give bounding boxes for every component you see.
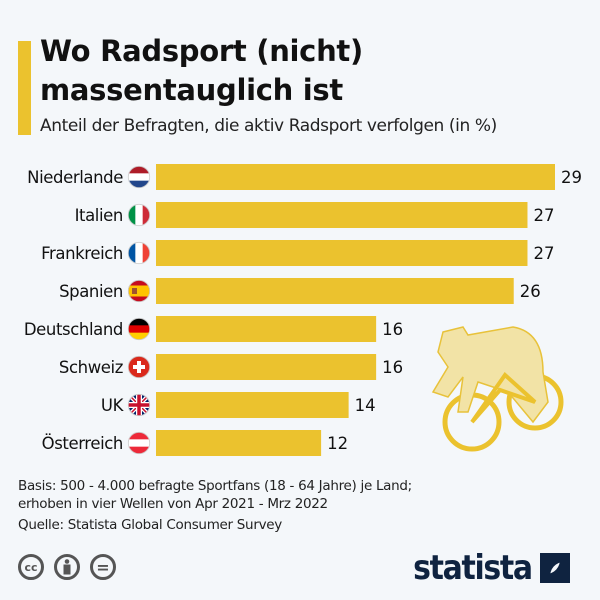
bar <box>156 354 377 380</box>
bar-row: Spanien 26 <box>59 278 541 304</box>
no-derivatives-icon[interactable]: = <box>90 554 116 580</box>
category-label: Spanien <box>59 282 123 301</box>
category-label: Schweiz <box>59 358 123 377</box>
flag-italy-icon <box>127 203 151 227</box>
bar-row: Frankreich 27 <box>41 240 554 266</box>
category-label: UK <box>101 396 125 415</box>
bar-row: Österreich 12 <box>42 430 348 456</box>
page-title: Wo Radsport (nicht) massentauglich ist <box>40 34 363 107</box>
category-label: Italien <box>75 206 123 225</box>
footnote-period: erhoben in vier Wellen von Apr 2021 - Mr… <box>18 496 328 512</box>
flag-france-icon <box>127 241 151 265</box>
category-label: Deutschland <box>24 320 123 339</box>
flag-germany-icon <box>127 317 151 341</box>
bar-chart: Niederlande 29 Italien 27 Frankreich 27 Spanie… <box>24 164 582 456</box>
flag-netherlands-icon <box>127 165 151 189</box>
subtitle: Anteil der Befragten, die aktiv Radsport… <box>40 116 497 136</box>
value-label: 14 <box>355 396 376 415</box>
bar <box>156 392 349 418</box>
value-label: 26 <box>520 282 541 301</box>
cyclist-illustration <box>431 326 564 452</box>
source-note: Quelle: Statista Global Consumer Survey <box>18 517 282 533</box>
bar-row: Schweiz 16 <box>59 354 403 380</box>
statista-logo[interactable]: statista <box>397 548 570 588</box>
flag-switzerland-icon <box>127 355 151 379</box>
bar <box>156 202 528 228</box>
bar <box>156 278 514 304</box>
value-label: 29 <box>561 168 582 187</box>
bar-row: Italien 27 <box>75 202 554 228</box>
flag-austria-icon <box>127 431 151 455</box>
value-label: 16 <box>382 320 403 339</box>
bar <box>156 316 377 342</box>
flag-spain-icon <box>127 279 151 303</box>
value-label: 27 <box>533 206 554 225</box>
value-label: 27 <box>533 244 554 263</box>
statista-logo-mark-icon <box>540 553 570 583</box>
category-label: Frankreich <box>41 244 123 263</box>
category-label: Österreich <box>42 434 123 453</box>
bar <box>156 240 528 266</box>
footnote-basis: Basis: 500 - 4.000 befragte Sportfans (1… <box>18 478 412 494</box>
value-label: 12 <box>327 434 348 453</box>
cc-license-icon[interactable]: cc <box>18 554 44 580</box>
category-label: Niederlande <box>27 168 123 187</box>
bar <box>156 164 555 190</box>
bar-row: UK 14 <box>101 392 376 418</box>
bar-row: Niederlande 29 <box>27 164 582 190</box>
bar <box>156 430 322 456</box>
flag-uk-icon <box>127 393 151 417</box>
attribution-icon[interactable] <box>54 554 80 580</box>
bar-row: Deutschland 16 <box>24 316 403 342</box>
value-label: 16 <box>382 358 403 377</box>
person-icon <box>63 559 71 575</box>
title-accent-bar <box>18 41 31 135</box>
